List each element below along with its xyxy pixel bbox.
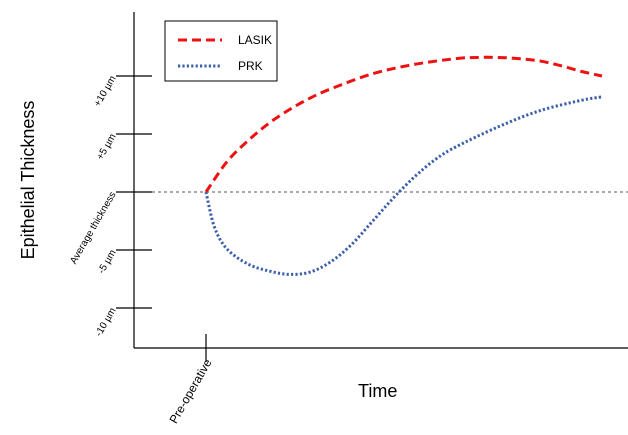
y-tick-label: +5 µm	[95, 132, 119, 162]
legend-label-lasik: LASIK	[238, 33, 272, 47]
y-tick-label: -5 µm	[96, 248, 118, 276]
legend: LASIK PRK	[164, 20, 278, 82]
x-tick-label: Pre-operative	[166, 356, 214, 426]
y-tick-label: +10 µm	[92, 74, 118, 109]
series-line-prk	[204, 95, 603, 276]
y-axis-title: Epithelial Thickness	[18, 101, 38, 260]
series-line-lasik	[204, 55, 603, 193]
legend-label-prk: PRK	[238, 59, 263, 73]
x-axis-title: Time	[358, 381, 397, 401]
y-tick-label: -10 µm	[93, 306, 118, 339]
